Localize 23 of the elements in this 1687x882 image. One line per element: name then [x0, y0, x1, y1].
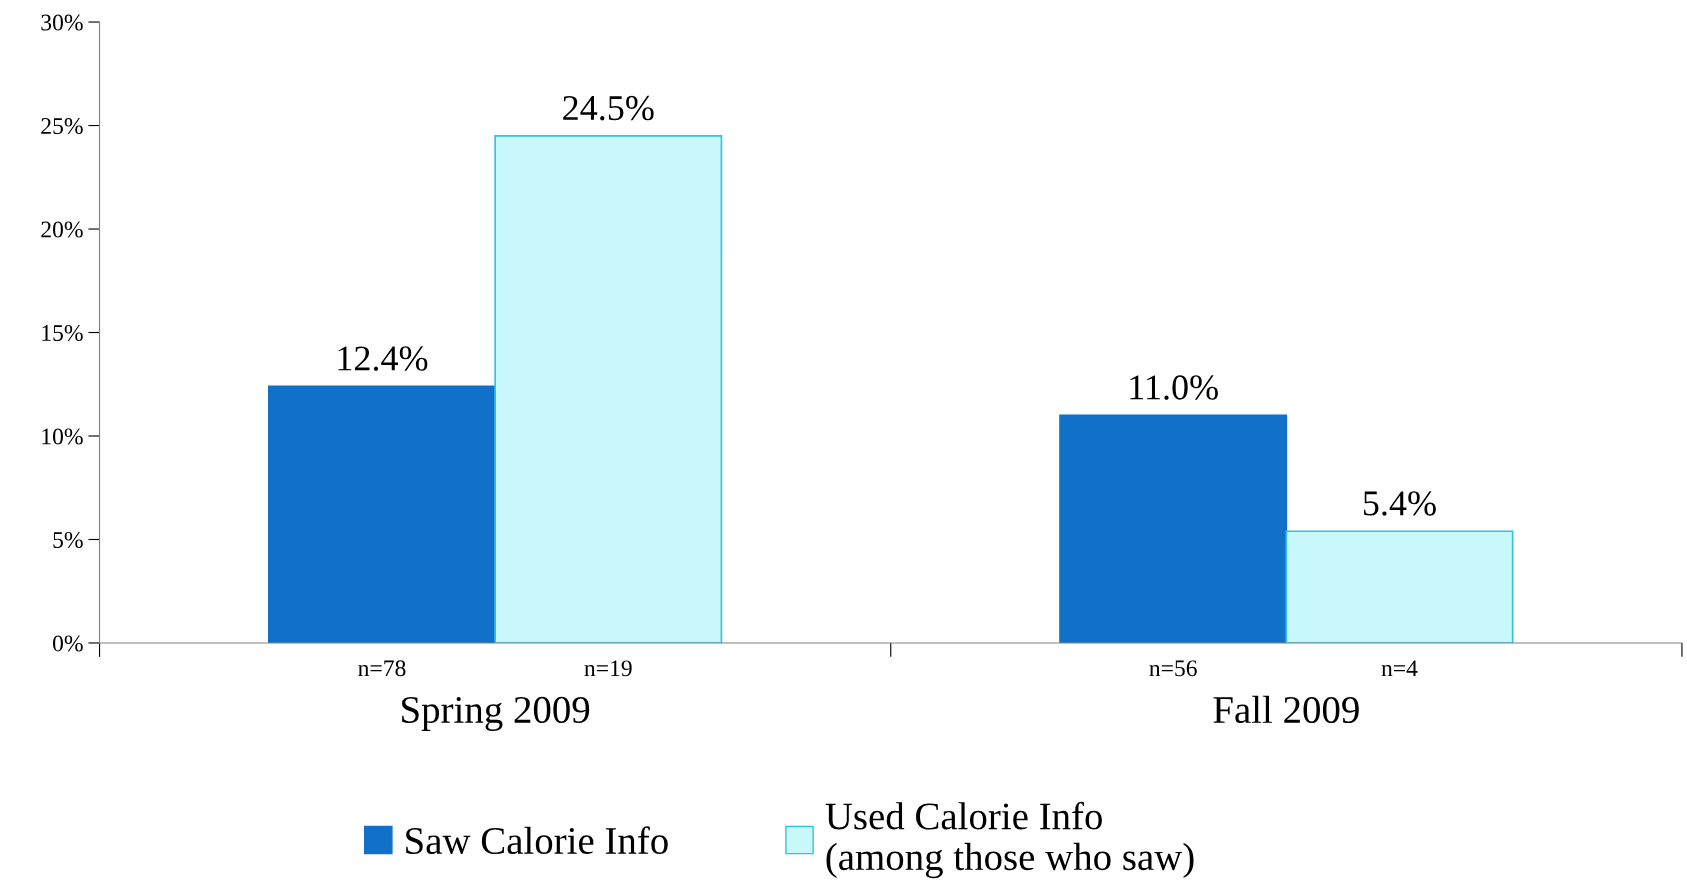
y-tick-label: 5% [53, 531, 83, 548]
y-tick-label: 15% [42, 325, 83, 342]
data-label: 5.4% [1363, 491, 1436, 516]
data-label: 24.5% [563, 95, 654, 121]
bar [494, 135, 723, 643]
y-tick-label: 10% [42, 428, 83, 445]
data-label: 11.0% [1130, 375, 1218, 400]
legend-label: Saw Calorie Info [406, 826, 668, 855]
x-tick-label: Fall 2009 [1213, 695, 1359, 724]
text: n=19 [584, 660, 632, 677]
legend-label: Used Calorie Info (among those who saw) [825, 801, 1194, 879]
y-tick-label: 30% [41, 14, 83, 31]
text: n=4 [1381, 660, 1418, 677]
data-label: 12.4% [338, 346, 428, 371]
bar [268, 385, 496, 643]
bar [1285, 530, 1514, 643]
text: n=78 [358, 660, 406, 677]
text: n=56 [1149, 660, 1197, 677]
y-tick-label: 20% [41, 221, 83, 238]
x-tick-label: Spring 2009 [402, 696, 590, 732]
y-tick-label: 0% [52, 635, 83, 652]
bar [1059, 414, 1288, 643]
y-tick-label: 25% [41, 118, 83, 135]
